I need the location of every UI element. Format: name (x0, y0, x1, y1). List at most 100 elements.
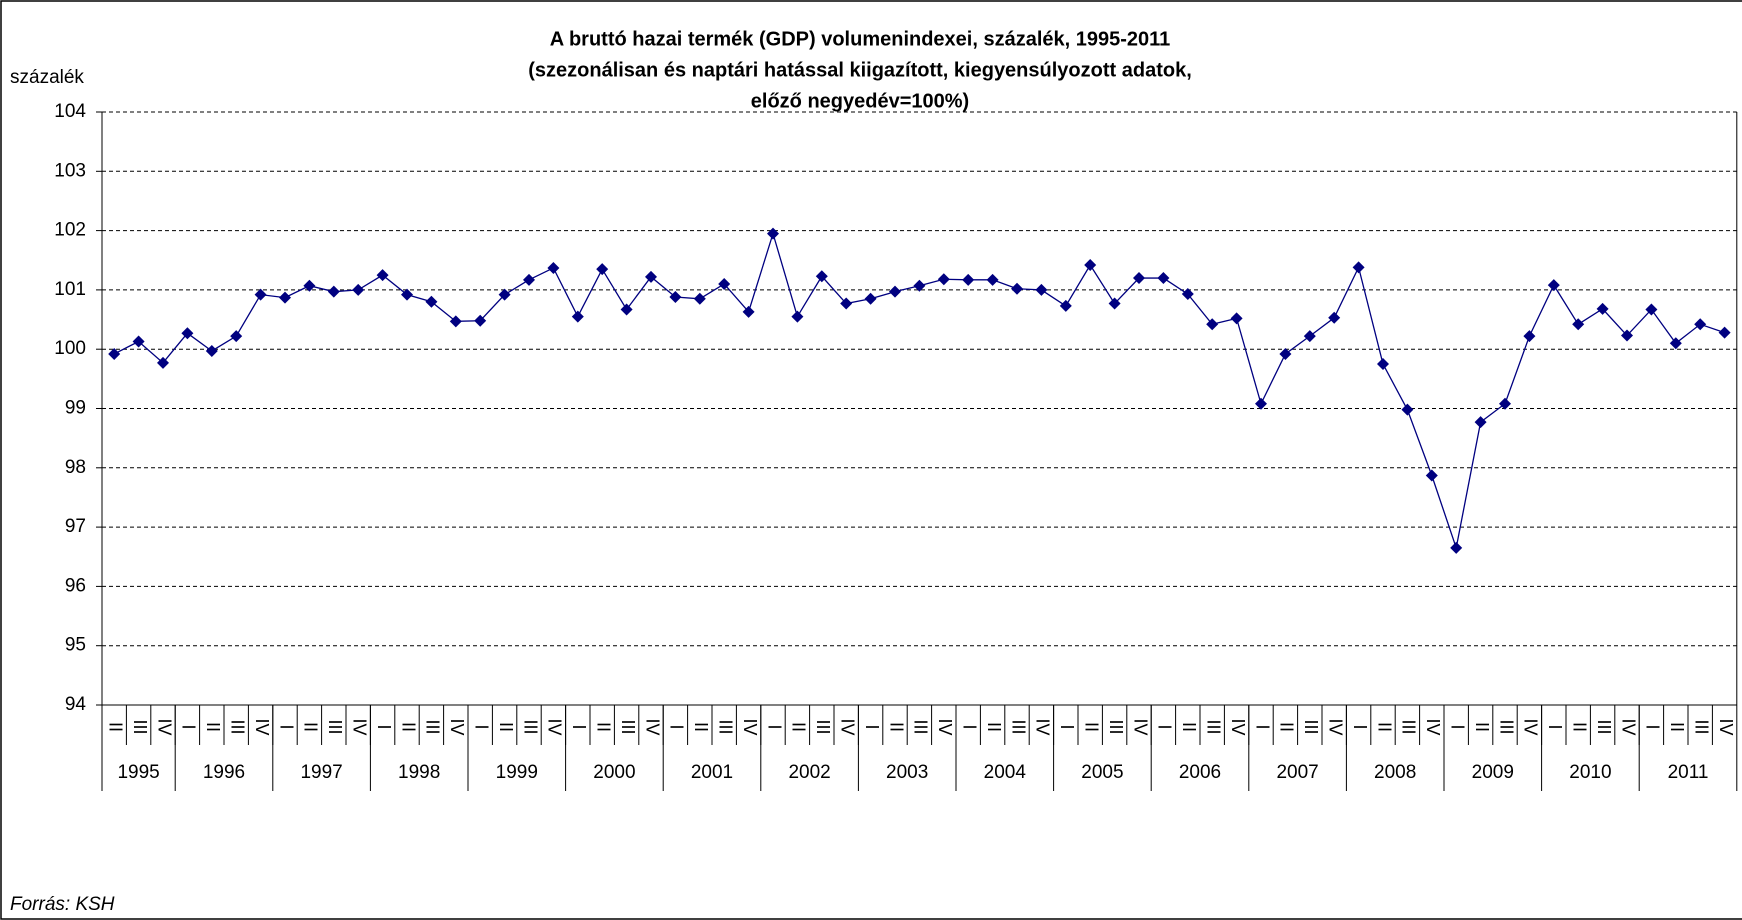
x-tick-label: IV (1325, 718, 1345, 735)
data-point (1694, 318, 1707, 331)
data-point (1035, 283, 1048, 296)
data-point (1157, 272, 1170, 285)
y-axis-label: százalék (10, 67, 84, 88)
year-label: 2007 (1276, 762, 1318, 783)
x-tick-label: I (569, 724, 589, 729)
x-tick-label: II (984, 722, 1004, 732)
data-point (376, 269, 389, 282)
data-point (1206, 318, 1219, 331)
data-point (279, 291, 291, 304)
x-tick-label: III (520, 719, 540, 734)
y-tick-label: 96 (65, 575, 86, 596)
data-point (449, 315, 462, 328)
data-point (1499, 397, 1511, 410)
x-tick-label: III (1691, 719, 1711, 734)
x-tick-label: I (862, 724, 882, 729)
y-tick-label: 104 (54, 101, 86, 122)
year-label: 2004 (984, 762, 1027, 783)
x-tick-label: IV (1716, 718, 1736, 735)
x-tick-label: IV (1521, 718, 1541, 735)
x-tick-label: II (1179, 722, 1199, 732)
data-point (718, 277, 731, 290)
x-tick-label: III (1594, 719, 1614, 734)
x-tick-label: I (1447, 724, 1467, 729)
y-tick-label: 103 (54, 160, 86, 181)
data-point (1596, 302, 1609, 315)
data-point (937, 273, 950, 286)
data-point (254, 288, 267, 301)
source-note: Forrás: KSH (10, 894, 115, 915)
x-tick-label: II (203, 722, 223, 732)
x-tick-label: III (1301, 719, 1321, 734)
x-tick-label: IV (837, 718, 857, 735)
year-label: 2003 (886, 762, 928, 783)
y-tick-label: 97 (65, 516, 86, 537)
x-tick-label: II (593, 722, 613, 732)
x-tick-label: III (1106, 719, 1126, 734)
x-tick-label: II (789, 722, 809, 732)
x-tick-label: I (374, 724, 394, 729)
x-tick-label: II (1277, 722, 1297, 732)
data-point (327, 285, 340, 298)
data-point (157, 356, 169, 369)
y-tick-label: 98 (65, 457, 86, 478)
x-tick-label: IV (154, 718, 174, 735)
data-point (962, 273, 975, 286)
x-tick-label: III (911, 719, 931, 734)
x-tick-label: IV (1033, 718, 1053, 735)
x-tick-label: III (325, 719, 345, 734)
data-point (1328, 311, 1341, 324)
data-point (547, 261, 560, 274)
data-point (303, 279, 316, 292)
year-label: 1995 (117, 762, 159, 783)
x-tick-label: IV (447, 718, 467, 735)
x-tick-label: IV (252, 718, 272, 735)
x-tick-label: III (130, 719, 150, 734)
x-tick-label: III (1203, 719, 1223, 734)
data-point (669, 291, 682, 304)
data-point (1011, 282, 1023, 295)
data-point (596, 263, 609, 276)
data-point (1718, 326, 1731, 339)
data-point (620, 303, 633, 316)
x-tick-label: I (471, 724, 491, 729)
x-tick-label: III (423, 719, 443, 734)
x-tick-label: II (105, 722, 125, 732)
y-tick-label: 101 (54, 279, 86, 300)
x-tick-label: III (715, 719, 735, 734)
data-point (645, 270, 657, 283)
data-point (864, 292, 877, 305)
data-point (889, 285, 901, 298)
x-tick-label: IV (1423, 718, 1443, 735)
data-point (1133, 272, 1145, 285)
x-tick-label: II (1374, 722, 1394, 732)
data-point (352, 283, 365, 296)
data-point (693, 292, 706, 305)
data-point (1669, 337, 1682, 350)
data-point (986, 273, 999, 286)
x-tick-label: II (691, 722, 711, 732)
x-tick-label: IV (935, 718, 955, 735)
data-point (108, 347, 121, 360)
y-tick-label: 100 (54, 338, 86, 359)
data-point (815, 270, 828, 283)
data-point (401, 288, 413, 301)
data-point (1645, 303, 1658, 316)
data-point (1352, 261, 1365, 274)
data-point (1523, 330, 1536, 343)
data-point (571, 310, 584, 323)
year-label: 2009 (1472, 762, 1514, 783)
data-point (767, 227, 779, 240)
data-point (1450, 541, 1463, 554)
data-point (1474, 416, 1487, 429)
x-tick-label: I (959, 724, 979, 729)
x-tick-label: III (1399, 719, 1419, 734)
data-point (1255, 397, 1267, 410)
data-point (913, 279, 926, 292)
year-label: 1998 (398, 762, 440, 783)
data-point (742, 305, 755, 318)
data-point (1425, 469, 1438, 482)
x-tick-label: I (276, 724, 296, 729)
